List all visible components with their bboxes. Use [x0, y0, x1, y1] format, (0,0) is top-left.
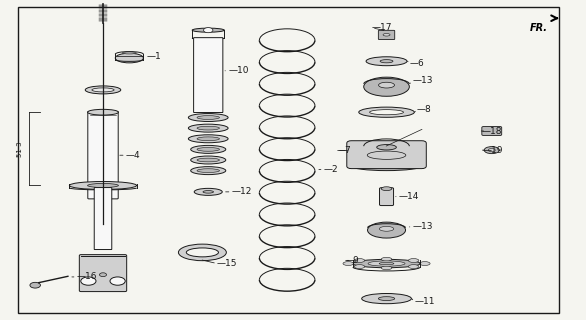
Ellipse shape [197, 126, 219, 130]
Ellipse shape [354, 259, 364, 262]
FancyBboxPatch shape [94, 188, 112, 250]
Ellipse shape [381, 257, 392, 261]
Ellipse shape [379, 82, 394, 88]
Text: —11: —11 [415, 297, 435, 306]
Text: —9: —9 [344, 256, 359, 265]
Ellipse shape [353, 260, 420, 268]
Circle shape [203, 28, 213, 33]
Ellipse shape [380, 60, 393, 63]
Ellipse shape [408, 259, 419, 262]
Ellipse shape [379, 297, 395, 300]
Text: —16: —16 [77, 272, 97, 281]
Ellipse shape [488, 148, 495, 152]
Text: —14: —14 [399, 192, 419, 201]
Text: —8: —8 [417, 105, 432, 114]
Ellipse shape [192, 28, 224, 32]
FancyBboxPatch shape [79, 255, 127, 292]
Circle shape [100, 273, 107, 276]
Ellipse shape [367, 222, 406, 238]
Ellipse shape [188, 124, 228, 132]
Text: —12: —12 [231, 188, 252, 196]
Ellipse shape [197, 137, 219, 140]
Text: —1: —1 [146, 52, 161, 61]
Ellipse shape [408, 265, 419, 268]
Ellipse shape [368, 261, 405, 266]
Ellipse shape [370, 110, 404, 115]
Text: —19: —19 [482, 146, 503, 155]
FancyBboxPatch shape [380, 188, 394, 205]
Ellipse shape [484, 147, 499, 154]
Ellipse shape [197, 158, 219, 162]
Ellipse shape [343, 262, 353, 266]
Text: —18: —18 [481, 126, 502, 135]
FancyBboxPatch shape [347, 141, 426, 169]
Ellipse shape [188, 114, 228, 122]
Ellipse shape [354, 265, 364, 268]
Circle shape [81, 277, 96, 285]
Ellipse shape [186, 248, 219, 257]
Text: FR.: FR. [530, 23, 548, 33]
Ellipse shape [197, 148, 219, 151]
Circle shape [30, 282, 40, 288]
Text: —17: —17 [372, 23, 393, 32]
Text: 51 3: 51 3 [17, 141, 23, 157]
Ellipse shape [115, 53, 144, 63]
FancyBboxPatch shape [193, 38, 223, 113]
Ellipse shape [87, 109, 118, 115]
FancyBboxPatch shape [482, 126, 502, 135]
Ellipse shape [190, 167, 226, 175]
Ellipse shape [420, 262, 430, 266]
Ellipse shape [197, 116, 219, 119]
Ellipse shape [122, 52, 137, 54]
Ellipse shape [92, 88, 114, 92]
Text: —13: —13 [413, 76, 432, 85]
Ellipse shape [194, 188, 222, 196]
Ellipse shape [190, 156, 226, 164]
Ellipse shape [188, 135, 228, 143]
Ellipse shape [87, 183, 118, 188]
FancyBboxPatch shape [88, 112, 118, 199]
Text: —7: —7 [337, 146, 352, 155]
Ellipse shape [383, 34, 390, 36]
Ellipse shape [352, 162, 421, 171]
Text: —2: —2 [323, 165, 338, 174]
Ellipse shape [366, 57, 407, 66]
Ellipse shape [203, 191, 213, 193]
Ellipse shape [377, 145, 396, 150]
Text: —13: —13 [413, 222, 433, 231]
Ellipse shape [381, 187, 392, 191]
Ellipse shape [190, 145, 226, 153]
Ellipse shape [69, 181, 137, 189]
Ellipse shape [197, 169, 219, 172]
Ellipse shape [85, 86, 121, 94]
Ellipse shape [379, 227, 394, 231]
FancyBboxPatch shape [379, 30, 395, 40]
Text: —15: —15 [217, 259, 237, 268]
Text: —4: —4 [126, 151, 141, 160]
Text: —10: —10 [228, 66, 248, 75]
Circle shape [110, 277, 125, 285]
Ellipse shape [359, 107, 414, 117]
Ellipse shape [362, 293, 411, 304]
Ellipse shape [381, 266, 392, 270]
Ellipse shape [364, 77, 410, 96]
Ellipse shape [178, 244, 226, 261]
Text: —6: —6 [410, 59, 425, 68]
Ellipse shape [379, 262, 394, 265]
